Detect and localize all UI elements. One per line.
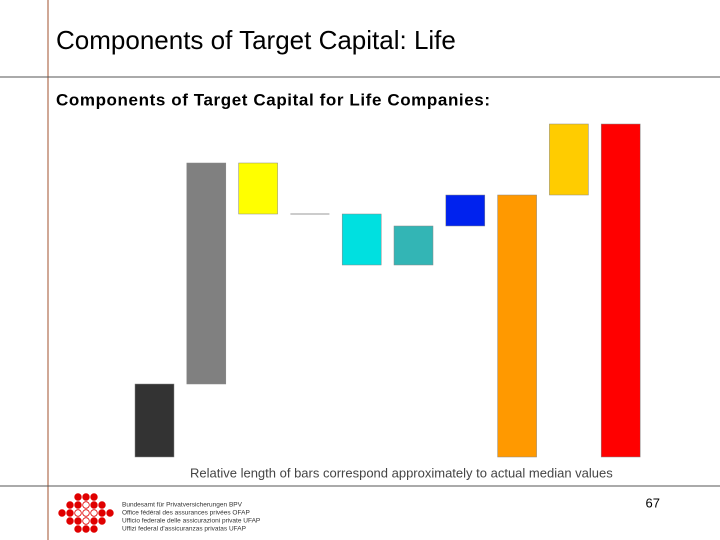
logo-dot bbox=[90, 509, 98, 517]
logo-dot bbox=[66, 517, 74, 525]
logo-dot bbox=[82, 493, 90, 501]
logo-dot bbox=[58, 509, 66, 517]
logo-text: Bundesamt für Privatversicherungen BPV bbox=[122, 502, 243, 509]
bar bbox=[600, 123, 641, 458]
logo-dot bbox=[98, 517, 106, 525]
logo-dot bbox=[90, 493, 98, 501]
logo-dot bbox=[98, 501, 106, 509]
logo-dot bbox=[74, 517, 82, 525]
logo-dot bbox=[66, 509, 74, 517]
logo-text: Office fédéral des assurances privées OF… bbox=[122, 510, 250, 517]
chart-title: Components of Target Capital for Life Co… bbox=[56, 90, 491, 109]
logo-dot bbox=[90, 501, 98, 509]
slide-title: Components of Target Capital: Life bbox=[56, 25, 456, 55]
logo-dot bbox=[106, 509, 114, 517]
bar bbox=[549, 123, 589, 196]
logo-dot bbox=[82, 501, 90, 509]
logo-dot bbox=[90, 525, 98, 533]
logo-text: Uffizi federal d'assicuranzas privatas U… bbox=[122, 526, 246, 533]
bar bbox=[393, 225, 434, 266]
page-number: 67 bbox=[646, 495, 660, 510]
logo-dot bbox=[90, 517, 98, 525]
bar bbox=[341, 213, 382, 266]
logo-dot bbox=[82, 525, 90, 533]
logo-dot bbox=[82, 517, 90, 525]
bar bbox=[134, 383, 175, 458]
bar bbox=[445, 194, 486, 227]
logo-dot bbox=[74, 525, 82, 533]
logo-dot bbox=[74, 509, 82, 517]
bar bbox=[497, 194, 537, 458]
bar bbox=[186, 162, 227, 385]
logo-dot bbox=[98, 509, 106, 517]
logo-dot bbox=[66, 501, 74, 509]
logo-dot bbox=[74, 501, 82, 509]
logo-dot bbox=[74, 493, 82, 501]
annotation: Relative length of bars correspond appro… bbox=[190, 465, 613, 480]
bar bbox=[238, 162, 278, 215]
logo-text: Ufficio federale delle assicurazioni pri… bbox=[122, 518, 260, 525]
logo bbox=[58, 493, 114, 533]
logo-dot bbox=[82, 509, 90, 517]
